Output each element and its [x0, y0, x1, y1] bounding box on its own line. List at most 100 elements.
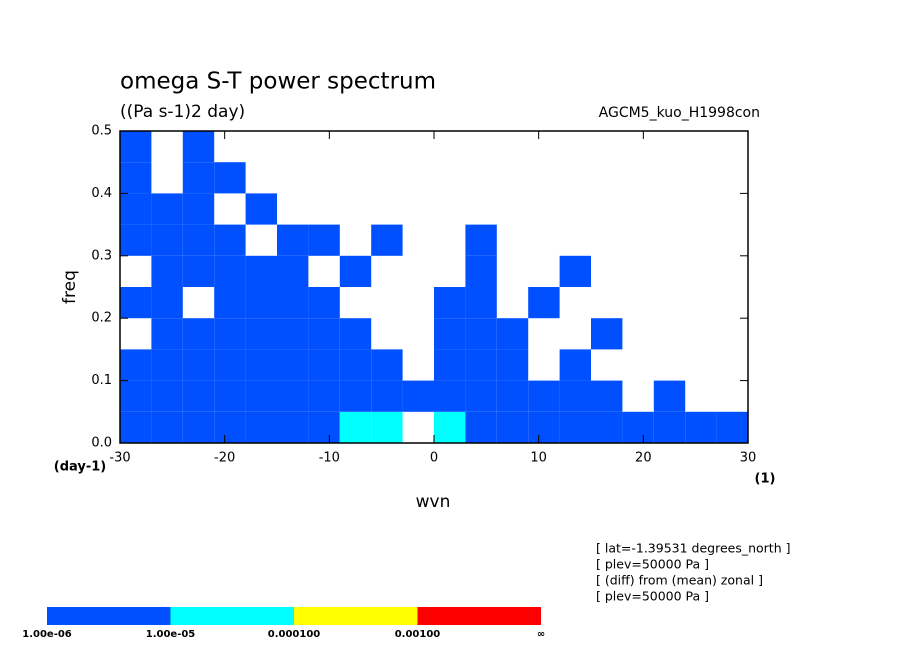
- annotation: [ (diff) from (mean) zonal ]: [596, 573, 763, 588]
- x-tick-label: 10: [530, 451, 547, 466]
- colorbar-segment: [47, 607, 171, 625]
- contour-cell: [308, 349, 340, 381]
- contour-cell: [496, 318, 529, 350]
- contour-cell: [120, 349, 152, 381]
- contour-cell: [496, 349, 529, 381]
- contour-cell: [151, 318, 183, 350]
- contour-cell: [528, 380, 560, 412]
- contour-cell: [151, 411, 183, 443]
- contour-cell: [214, 318, 246, 350]
- contour-cell: [245, 255, 277, 287]
- y-tick-label: 0.3: [91, 248, 112, 263]
- contour-cell: [308, 287, 340, 319]
- contour-cell: [120, 193, 152, 225]
- contour-cell: [308, 380, 340, 412]
- contour-cell: [371, 349, 403, 381]
- run-label: AGCM5_kuo_H1998con: [599, 105, 760, 121]
- contour-cell: [653, 380, 686, 412]
- contour-cell: [434, 380, 466, 412]
- contour-cell: [465, 380, 497, 412]
- contour-cell: [308, 224, 340, 256]
- contour-cell: [120, 380, 152, 412]
- contour-cell: [120, 224, 152, 256]
- contour-cell: [182, 131, 215, 163]
- contour-cell: [339, 255, 372, 287]
- contour-cell: [151, 380, 183, 412]
- colorbar-segment: [417, 607, 541, 625]
- colorbar-label: 0.00100: [395, 629, 441, 640]
- contour-cell: [559, 411, 591, 443]
- colorbar-segment: [294, 607, 418, 625]
- contour-cell: [371, 411, 403, 443]
- contour-cell: [277, 349, 309, 381]
- contour-cell: [214, 224, 246, 256]
- y-tick-label: 0.1: [91, 373, 112, 388]
- y-tick-label: 0.0: [91, 436, 112, 451]
- contour-cell: [182, 193, 215, 225]
- colorbar-segment: [170, 607, 294, 625]
- contour-cell: [277, 224, 309, 256]
- contour-cell: [151, 287, 183, 319]
- x-unit: (1): [755, 472, 776, 487]
- contour-cell: [151, 224, 183, 256]
- x-tick-label: -10: [319, 451, 340, 466]
- contour-cell: [182, 349, 215, 381]
- contour-cell: [465, 349, 497, 381]
- contour-cell: [182, 318, 215, 350]
- contour-cell: [245, 193, 277, 225]
- contour-cell: [151, 193, 183, 225]
- contour-cell: [528, 411, 560, 443]
- contour-cell: [308, 411, 340, 443]
- annotation: [ lat=-1.39531 degrees_north ]: [596, 541, 790, 556]
- contour-cell: [308, 318, 340, 350]
- y-axis-label: freq: [60, 270, 80, 304]
- contour-cell: [622, 411, 654, 443]
- contour-cell: [151, 349, 183, 381]
- x-tick-label: -20: [214, 451, 235, 466]
- contour-cell: [339, 349, 372, 381]
- contour-cell: [245, 411, 277, 443]
- x-tick-label: 0: [430, 451, 438, 466]
- contour-cell: [434, 287, 466, 319]
- contour-cell: [465, 318, 497, 350]
- contour-cell: [591, 411, 623, 443]
- colorbar-label: ∞: [537, 629, 545, 640]
- contour-cell: [371, 380, 403, 412]
- y-tick-label: 0.2: [91, 311, 112, 326]
- contour-cell: [465, 224, 497, 256]
- contour-cell: [559, 380, 591, 412]
- contour-cell: [339, 318, 372, 350]
- x-axis-label: wvn: [416, 492, 451, 512]
- contour-cell: [214, 411, 246, 443]
- contour-cell: [591, 380, 623, 412]
- contour-cell: [496, 411, 529, 443]
- contour-cell: [182, 255, 215, 287]
- contour-cell: [245, 287, 277, 319]
- y-tick-label: 0.5: [91, 124, 112, 139]
- contour-cell: [559, 349, 591, 381]
- contour-cell: [182, 162, 215, 194]
- contour-cell: [559, 255, 591, 287]
- contour-cell: [434, 349, 466, 381]
- contour-cell: [151, 255, 183, 287]
- contour-cell: [214, 287, 246, 319]
- contour-cell: [214, 255, 246, 287]
- contour-cell: [277, 380, 309, 412]
- colorbar-label: 1.00e-05: [146, 629, 196, 640]
- contour-cell: [182, 411, 215, 443]
- colorbar-label: 0.000100: [268, 629, 321, 640]
- contour-cell: [182, 380, 215, 412]
- colorbar-label: 1.00e-06: [22, 629, 72, 640]
- contour-cell: [120, 162, 152, 194]
- contour-cell: [214, 380, 246, 412]
- contour-cell: [465, 411, 497, 443]
- contour-cell: [277, 287, 309, 319]
- contour-cell: [245, 349, 277, 381]
- contour-cell: [591, 318, 623, 350]
- contour-cell: [528, 287, 560, 319]
- contour-cell: [277, 318, 309, 350]
- contour-cell: [339, 380, 372, 412]
- y-tick-label: 0.4: [91, 186, 112, 201]
- contour-cell: [182, 224, 215, 256]
